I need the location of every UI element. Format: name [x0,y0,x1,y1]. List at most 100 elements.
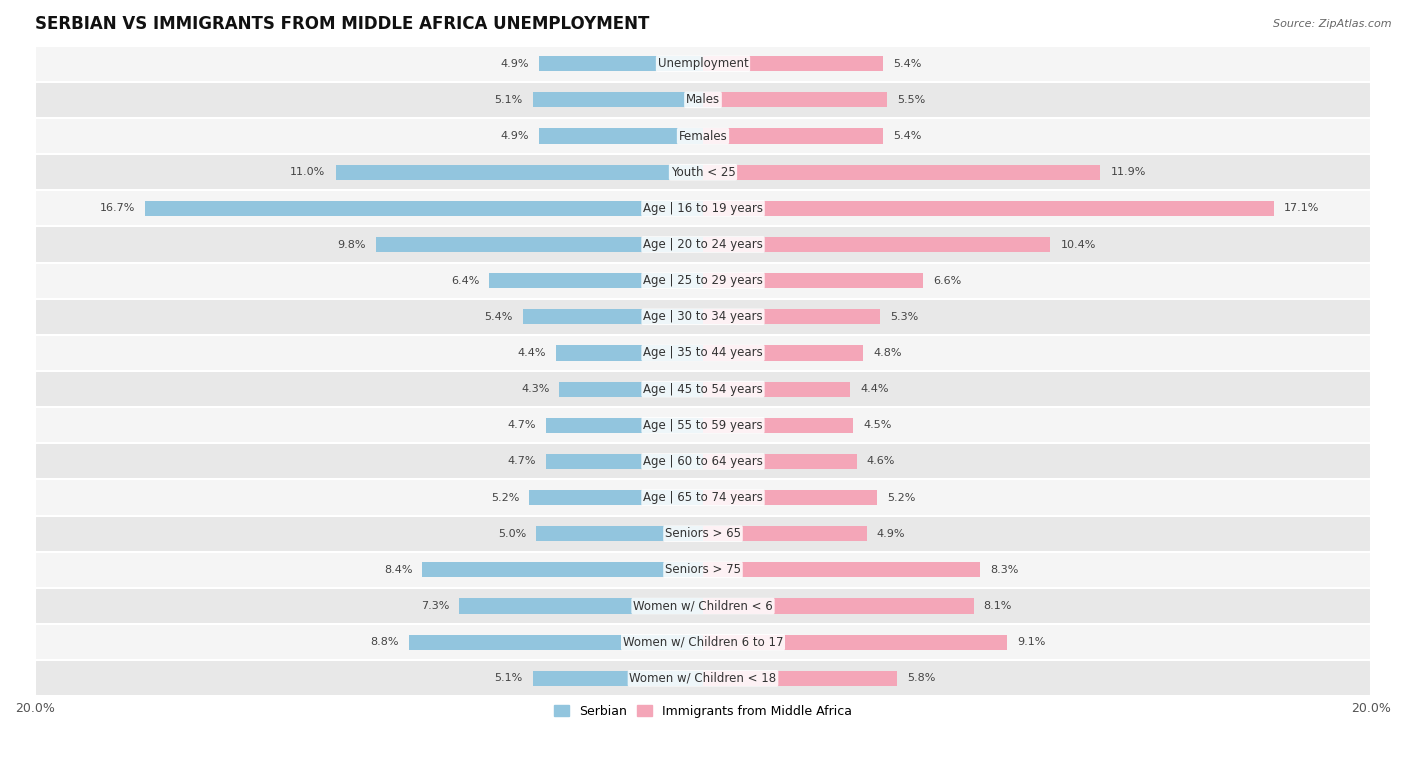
Bar [703,490,877,505]
Text: Unemployment: Unemployment [658,58,748,70]
Text: Seniors > 75: Seniors > 75 [665,563,741,576]
Legend: Serbian, Immigrants from Middle Africa: Serbian, Immigrants from Middle Africa [550,699,856,723]
Bar [35,226,1371,263]
Bar [533,92,703,107]
Bar [703,164,1101,180]
Text: 4.6%: 4.6% [866,456,896,466]
Text: Age | 20 to 24 years: Age | 20 to 24 years [643,238,763,251]
Bar [703,671,897,686]
Text: 4.9%: 4.9% [501,59,529,69]
Bar [409,634,703,650]
Text: 5.8%: 5.8% [907,673,935,684]
Bar [35,335,1371,371]
Bar [555,345,703,360]
Text: 16.7%: 16.7% [100,204,135,213]
Bar [703,273,924,288]
Bar [560,382,703,397]
Text: Age | 30 to 34 years: Age | 30 to 34 years [643,310,763,323]
Text: 4.9%: 4.9% [877,528,905,539]
Bar [703,418,853,433]
Text: 4.4%: 4.4% [860,384,889,394]
Text: 9.1%: 9.1% [1017,637,1046,647]
Bar [540,129,703,144]
Bar [35,263,1371,299]
Text: Age | 16 to 19 years: Age | 16 to 19 years [643,202,763,215]
Text: 4.7%: 4.7% [508,420,536,430]
Bar [703,237,1050,252]
Bar [703,562,980,578]
Text: Males: Males [686,93,720,107]
Bar [35,118,1371,154]
Text: Females: Females [679,129,727,142]
Text: 8.1%: 8.1% [984,601,1012,611]
Bar [35,371,1371,407]
Bar [546,418,703,433]
Bar [703,382,851,397]
Text: Women w/ Children < 6: Women w/ Children < 6 [633,600,773,612]
Text: 5.4%: 5.4% [893,59,922,69]
Bar [703,526,866,541]
Bar [703,599,973,614]
Text: Youth < 25: Youth < 25 [671,166,735,179]
Text: 8.3%: 8.3% [990,565,1018,575]
Text: 4.4%: 4.4% [517,348,546,358]
Text: 5.3%: 5.3% [890,312,918,322]
Bar [703,129,883,144]
Bar [35,444,1371,479]
Bar [35,660,1371,696]
Text: 11.0%: 11.0% [290,167,326,177]
Text: 11.9%: 11.9% [1111,167,1146,177]
Bar [703,309,880,325]
Bar [703,453,856,469]
Bar [536,526,703,541]
Text: 5.4%: 5.4% [484,312,513,322]
Bar [703,201,1274,216]
Bar [35,154,1371,190]
Bar [35,190,1371,226]
Text: Age | 45 to 54 years: Age | 45 to 54 years [643,382,763,396]
Text: Women w/ Children < 18: Women w/ Children < 18 [630,671,776,685]
Bar [35,624,1371,660]
Text: Age | 55 to 59 years: Age | 55 to 59 years [643,419,763,431]
Bar [35,479,1371,516]
Bar [540,56,703,71]
Bar [703,92,887,107]
Text: 6.6%: 6.6% [934,276,962,285]
Text: 5.0%: 5.0% [498,528,526,539]
Text: 6.4%: 6.4% [451,276,479,285]
Bar [703,345,863,360]
Text: Seniors > 65: Seniors > 65 [665,527,741,540]
Text: 5.1%: 5.1% [495,673,523,684]
Text: 4.3%: 4.3% [522,384,550,394]
Bar [422,562,703,578]
Bar [703,56,883,71]
Text: Age | 25 to 29 years: Age | 25 to 29 years [643,274,763,287]
Text: 5.5%: 5.5% [897,95,925,105]
Text: 8.8%: 8.8% [371,637,399,647]
Text: Age | 60 to 64 years: Age | 60 to 64 years [643,455,763,468]
Bar [375,237,703,252]
Text: 10.4%: 10.4% [1060,239,1095,250]
Text: 5.2%: 5.2% [887,493,915,503]
Bar [703,634,1007,650]
Text: Age | 35 to 44 years: Age | 35 to 44 years [643,347,763,360]
Bar [145,201,703,216]
Bar [35,588,1371,624]
Text: Source: ZipAtlas.com: Source: ZipAtlas.com [1274,19,1392,29]
Text: 4.5%: 4.5% [863,420,891,430]
Bar [533,671,703,686]
Bar [336,164,703,180]
Text: 5.4%: 5.4% [893,131,922,141]
Text: 5.1%: 5.1% [495,95,523,105]
Bar [460,599,703,614]
Text: 7.3%: 7.3% [420,601,449,611]
Text: 9.8%: 9.8% [337,239,366,250]
Bar [35,516,1371,552]
Bar [35,552,1371,588]
Text: SERBIAN VS IMMIGRANTS FROM MIDDLE AFRICA UNEMPLOYMENT: SERBIAN VS IMMIGRANTS FROM MIDDLE AFRICA… [35,15,650,33]
Bar [35,82,1371,118]
Text: Age | 65 to 74 years: Age | 65 to 74 years [643,491,763,504]
Bar [35,299,1371,335]
Bar [35,45,1371,82]
Bar [35,407,1371,444]
